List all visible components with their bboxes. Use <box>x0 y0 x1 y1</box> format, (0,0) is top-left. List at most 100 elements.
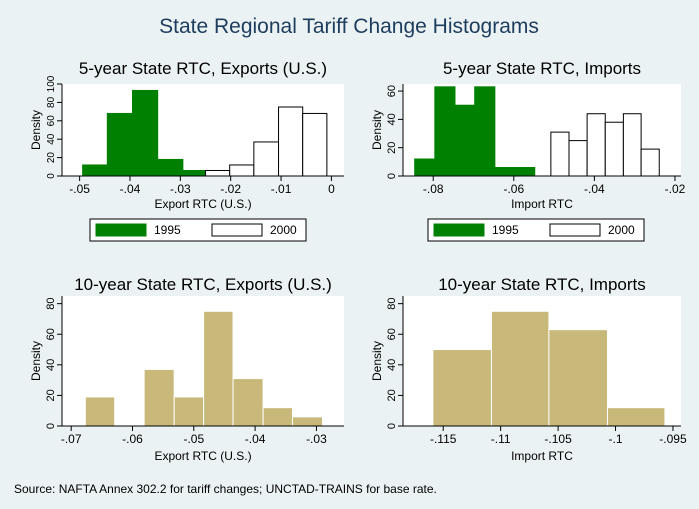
histogram-bar <box>640 148 660 177</box>
x-tick-label: -.04 <box>584 182 605 196</box>
x-tick-label: -.05 <box>183 432 204 446</box>
y-tick-label: 60 <box>386 328 398 340</box>
histogram-bar <box>434 86 456 177</box>
y-tick-label: 60 <box>45 328 57 340</box>
histogram-bar <box>132 89 159 177</box>
x-tick-label: -.04 <box>245 432 266 446</box>
y-tick-label: 0 <box>46 173 57 179</box>
histogram-bar <box>278 106 304 177</box>
legend: 1995 2000 <box>427 218 645 242</box>
panel-title: 5-year State RTC, Imports <box>443 59 641 78</box>
y-tick-label: 20 <box>386 142 398 154</box>
x-tick-label: -.02 <box>220 182 241 196</box>
y-tick-label: 80 <box>46 96 57 108</box>
legend: 1995 2000 <box>89 218 307 242</box>
x-tick-label: -.05 <box>69 182 90 196</box>
y-axis-label: Density <box>29 341 43 381</box>
legend-swatch <box>95 223 147 237</box>
y-tick-label: 80 <box>386 298 398 310</box>
histogram-bar <box>84 396 116 427</box>
legend-label: 1995 <box>154 223 181 237</box>
histogram-bar <box>586 113 606 177</box>
histogram-bar <box>622 113 642 177</box>
x-tick-label: -.105 <box>544 432 572 446</box>
x-tick-label: -.06 <box>122 432 143 446</box>
histogram-bar <box>474 86 496 177</box>
x-tick-label: -.06 <box>503 182 524 196</box>
x-tick-label: -.1 <box>609 432 623 446</box>
y-tick-label: 40 <box>386 359 398 371</box>
histogram-bar <box>82 164 108 177</box>
x-tick-label: -.02 <box>665 182 686 196</box>
panel-title: 5-year State RTC, Exports (U.S.) <box>79 59 327 78</box>
histogram-bar <box>157 158 184 177</box>
y-tick-label: 0 <box>386 173 398 179</box>
x-tick-label: -.08 <box>423 182 444 196</box>
x-axis-label: Export RTC (U.S.) <box>154 449 251 463</box>
legend-swatch <box>549 223 601 237</box>
y-tick-label: 40 <box>46 133 57 145</box>
histogram-bar <box>550 131 570 177</box>
panels: 5-year State RTC, Exports (U.S.) 0 20 40 60 8… <box>29 59 687 463</box>
histogram-bar <box>302 112 328 177</box>
x-tick-label: -.07 <box>61 432 82 446</box>
histogram-bar <box>203 310 234 427</box>
histogram-bar <box>182 169 209 177</box>
x-tick-label: -.03 <box>170 182 191 196</box>
y-axis-label: Density <box>370 110 384 150</box>
x-tick-label: -.115 <box>430 432 457 446</box>
x-tick-label: -.01 <box>271 182 292 196</box>
legend-label: 2000 <box>608 223 635 237</box>
panel-p1: 5-year State RTC, Exports (U.S.) 0 20 40 60 8… <box>29 59 344 242</box>
x-axis-label: Export RTC (U.S.) <box>154 197 251 211</box>
panel-p3: 10-year State RTC, Exports (U.S.) 0 20 40 60… <box>29 275 344 463</box>
histogram-bar <box>490 310 550 427</box>
y-tick-label: 20 <box>45 389 57 401</box>
y-tick-label: 60 <box>386 85 398 97</box>
figure-title: State Regional Tariff Change Histograms <box>159 15 539 38</box>
histogram-bar <box>106 112 133 177</box>
histogram-bar <box>604 121 624 177</box>
histogram-bar <box>173 396 205 427</box>
y-tick-label: 40 <box>45 359 57 371</box>
histogram-bar <box>606 407 666 427</box>
panel-p2: 5-year State RTC, Imports 0 20 40 60 Density -… <box>370 59 686 242</box>
legend-swatch <box>211 223 263 237</box>
histogram-bar <box>232 378 264 427</box>
panel-title: 10-year State RTC, Imports <box>438 275 646 294</box>
y-axis-label: Density <box>370 341 384 381</box>
x-tick-label: -.11 <box>491 432 511 446</box>
histogram-bar <box>143 368 175 427</box>
legend-label: 2000 <box>270 223 297 237</box>
x-tick-label: -.03 <box>306 432 327 446</box>
y-tick-label: 100 <box>46 75 57 92</box>
source-note: Source: NAFTA Annex 302.2 for tariff cha… <box>14 482 437 496</box>
legend-swatch <box>433 223 485 237</box>
histogram-bar <box>414 158 436 177</box>
x-axis-label: Import RTC <box>511 197 573 211</box>
x-axis-label: Import RTC <box>511 449 573 463</box>
y-axis-label: Density <box>29 110 43 150</box>
histogram-bar <box>568 140 588 177</box>
x-tick-label: 0 <box>328 182 335 196</box>
y-tick-label: 80 <box>45 298 57 310</box>
panel-title: 10-year State RTC, Exports (U.S.) <box>74 275 332 294</box>
y-tick-label: 60 <box>46 115 57 127</box>
y-tick-label: 0 <box>45 423 57 429</box>
histogram-bar <box>454 104 476 177</box>
histogram-bar <box>205 169 231 177</box>
y-tick-label: 40 <box>386 113 398 125</box>
histogram-bar <box>262 407 294 427</box>
x-tick-label: -.04 <box>120 182 141 196</box>
histogram-bar <box>253 141 280 177</box>
histogram-bar <box>548 329 608 427</box>
y-tick-label: 0 <box>386 423 398 429</box>
x-tick-label: -.095 <box>659 432 687 446</box>
histogram-bar <box>494 167 536 177</box>
y-tick-label: 20 <box>386 389 398 401</box>
histogram-bar <box>229 164 255 177</box>
y-tick-label: 20 <box>46 152 57 164</box>
histogram-bar <box>292 416 324 427</box>
legend-label: 1995 <box>492 223 519 237</box>
